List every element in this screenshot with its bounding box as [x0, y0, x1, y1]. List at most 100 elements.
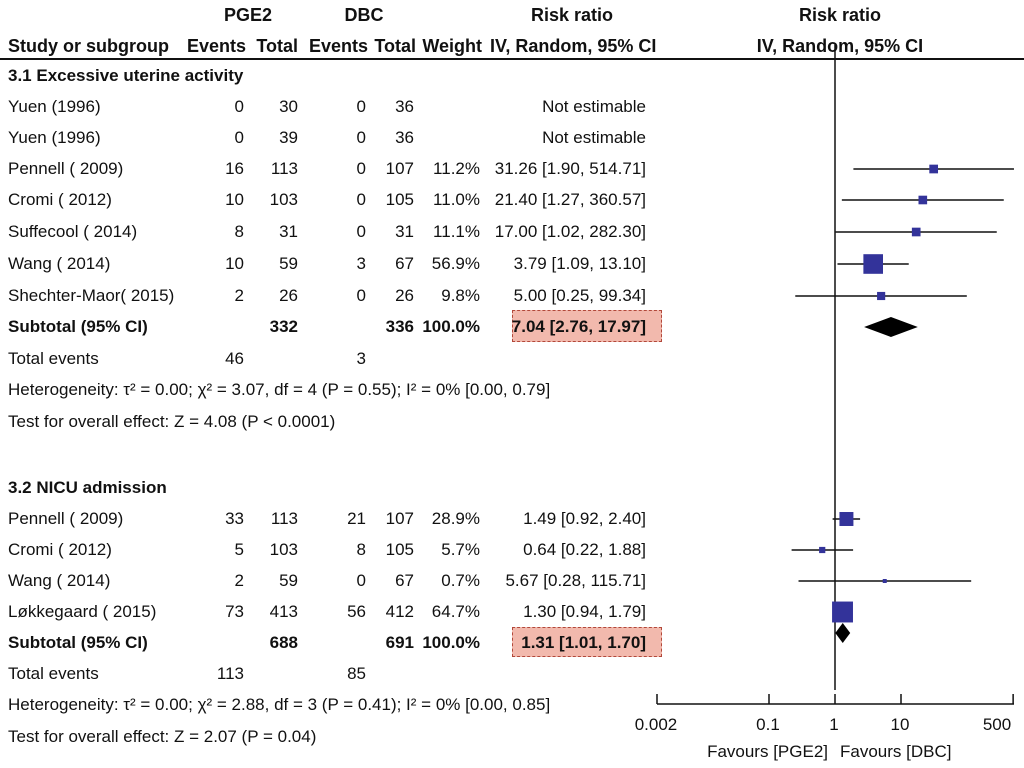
total2: 107: [385, 509, 414, 528]
group1-header: PGE2: [223, 5, 273, 25]
study-name: Suffecool ( 2014): [8, 222, 138, 241]
subtotal-ci: 7.04 [2.76, 17.97]: [511, 317, 646, 336]
events2: 0: [356, 190, 366, 209]
header-rule: [0, 58, 1024, 60]
weight: 5.7%: [441, 540, 480, 559]
subgroup-title: 3.2 NICU admission: [8, 478, 167, 497]
events2: 0: [356, 286, 366, 305]
events1: 5: [234, 540, 244, 559]
total2: 31: [395, 222, 414, 241]
total1: 26: [279, 286, 298, 305]
ci-text: 17.00 [1.02, 282.30]: [494, 222, 646, 241]
heterogeneity-text: Heterogeneity: τ² = 0.00; χ² = 2.88, df …: [8, 695, 551, 714]
study-marker: [832, 601, 853, 623]
study-name: Løkkegaard ( 2015): [8, 602, 157, 621]
overall-effect-text: Test for overall effect: Z = 2.07 (P = 0…: [8, 727, 317, 746]
weight: 11.2%: [433, 159, 480, 178]
total-events1: 46: [225, 349, 244, 368]
weight: 64.7%: [431, 602, 480, 621]
ci-text: 5.67 [0.28, 115.71]: [505, 571, 646, 590]
total2: 412: [385, 602, 414, 621]
tick-label: 0.002: [634, 715, 678, 734]
events1: 10: [225, 254, 244, 273]
subgroup-title: 3.1 Excessive uterine activity: [8, 66, 244, 85]
rr-title: Risk ratio: [530, 5, 614, 25]
overall-effect-text: Test for overall effect: Z = 4.08 (P < 0…: [8, 412, 336, 431]
total2: 107: [385, 159, 414, 178]
pooled-diamond: [864, 317, 918, 337]
total2: 105: [385, 540, 414, 559]
heterogeneity-text: Heterogeneity: τ² = 0.00; χ² = 3.07, df …: [8, 380, 551, 399]
ci-text: 0.64 [0.22, 1.88]: [523, 540, 646, 559]
study-name: Wang ( 2014): [8, 571, 111, 590]
study-marker: [819, 546, 826, 554]
events2: 3: [356, 254, 366, 273]
total-events2: 3: [356, 349, 366, 368]
study-name: Shechter-Maor( 2015): [8, 286, 175, 305]
ci-text: Not estimable: [542, 97, 646, 116]
ci-text: 3.79 [1.09, 13.10]: [513, 254, 646, 273]
tick-label: 500: [982, 715, 1012, 734]
study-marker: [929, 164, 939, 174]
study-marker: [839, 512, 854, 526]
col-ci: IV, Random, 95% CI: [490, 36, 657, 56]
ci-text: 31.26 [1.90, 514.71]: [494, 159, 646, 178]
events2: 0: [356, 222, 366, 241]
total2: 36: [395, 128, 414, 147]
total1: 113: [270, 159, 298, 178]
total2: 105: [385, 190, 414, 209]
events2: 0: [356, 571, 366, 590]
weight: 11.1%: [433, 222, 480, 241]
subtotal-weight: 100.0%: [422, 317, 480, 336]
favours-left: Favours [PGE2]: [707, 742, 828, 761]
events1: 8: [234, 222, 244, 241]
study-name: Cromi ( 2012): [8, 190, 112, 209]
total1: 113: [270, 509, 298, 528]
study-marker: [918, 195, 928, 205]
col-plot-ci: IV, Random, 95% CI: [756, 36, 924, 56]
favours-right: Favours [DBC]: [840, 742, 952, 761]
subtotal-total1: 332: [269, 317, 298, 336]
events1: 73: [225, 602, 244, 621]
study-name: Pennell ( 2009): [8, 159, 124, 178]
total2: 26: [395, 286, 414, 305]
total-events-label: Total events: [8, 349, 99, 368]
total1: 413: [269, 602, 298, 621]
subtotal-label: Subtotal (95% CI): [8, 633, 148, 652]
ci-text: 1.30 [0.94, 1.79]: [523, 602, 646, 621]
total1: 59: [279, 254, 298, 273]
events2: 0: [356, 159, 366, 178]
rr-plot-title: Risk ratio: [798, 5, 882, 25]
tick-label: 1: [829, 715, 839, 734]
group2-header: DBC: [344, 5, 384, 25]
weight: 11.0%: [433, 190, 480, 209]
subtotal-total1: 688: [269, 633, 298, 652]
total2: 36: [395, 97, 414, 116]
weight: 9.8%: [441, 286, 480, 305]
col-total2: Total: [374, 36, 416, 56]
events1: 10: [225, 190, 244, 209]
ci-text: 21.40 [1.27, 360.57]: [494, 190, 646, 209]
weight: 0.7%: [441, 571, 480, 590]
study-name: Cromi ( 2012): [8, 540, 112, 559]
study-name: Yuen (1996): [8, 128, 101, 147]
total-events1: 113: [216, 664, 244, 683]
tick-label: 10: [890, 715, 910, 734]
events1: 0: [234, 97, 244, 116]
subtotal-label: Subtotal (95% CI): [8, 317, 148, 336]
events1: 0: [234, 128, 244, 147]
subtotal-total2: 691: [385, 633, 414, 652]
events2: 56: [347, 602, 366, 621]
weight: 28.9%: [431, 509, 480, 528]
study-marker: [911, 227, 921, 237]
events1: 33: [225, 509, 244, 528]
col-weight: Weight: [422, 36, 482, 56]
events1: 2: [234, 571, 244, 590]
ci-text: 5.00 [0.25, 99.34]: [513, 286, 646, 305]
total1: 31: [279, 222, 298, 241]
tick-label: 0.1: [756, 715, 780, 734]
subtotal-highlight: [512, 627, 662, 657]
study-marker: [877, 291, 886, 301]
total1: 103: [269, 540, 298, 559]
